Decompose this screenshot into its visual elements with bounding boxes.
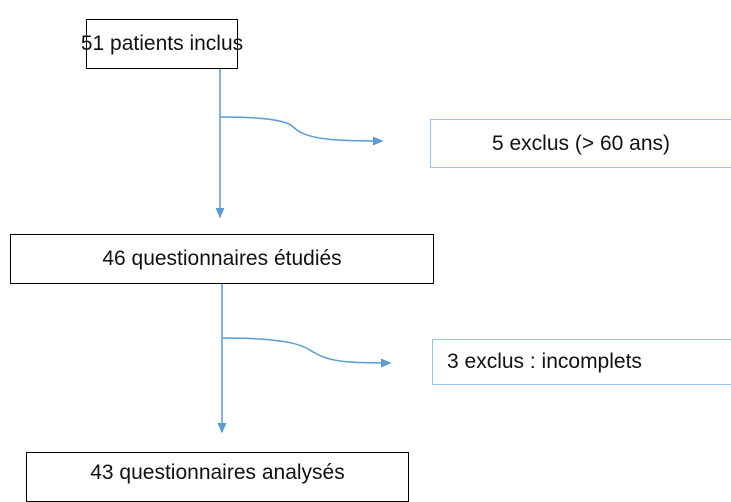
node-label: 3 exclus : incomplets xyxy=(447,350,642,373)
node-box: 51 patients inclus xyxy=(81,19,243,69)
arrow-branch xyxy=(219,116,384,146)
node-box: 3 exclus : incomplets xyxy=(432,339,731,385)
arrow-branch xyxy=(221,337,392,368)
node-label: 43 questionnaires analysés xyxy=(90,461,345,484)
node-box: 43 questionnaires analysés xyxy=(26,452,409,502)
node-label: 51 patients inclus xyxy=(80,32,244,55)
node-box: 46 questionnaires étudiés xyxy=(10,234,434,284)
node-label: 5 exclus (> 60 ans) xyxy=(491,131,670,155)
node-label: 46 questionnaires étudiés xyxy=(102,247,342,270)
node-box: 5 exclus (> 60 ans) xyxy=(430,119,731,168)
